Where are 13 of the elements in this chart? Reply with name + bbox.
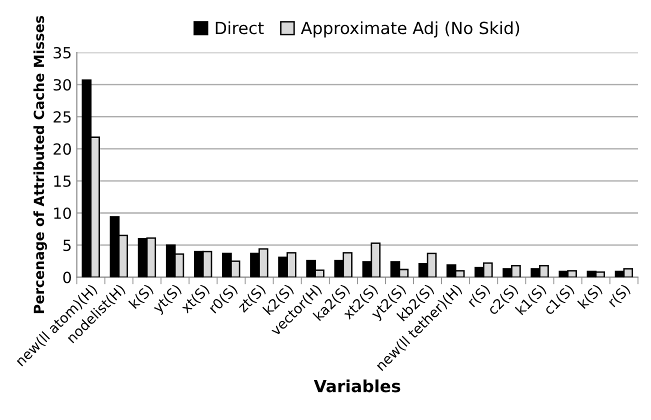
y-axis-title: Percenage of Attributed Cache Misses (33, 16, 47, 314)
y-tick-label: 15 (54, 176, 71, 187)
x-tick-label: r(S) (606, 284, 632, 309)
legend-label: Approximate Adj (No Skid) (300, 21, 520, 38)
y-tick-label: 10 (54, 207, 71, 220)
y-tick-label: 0 (63, 272, 71, 284)
x-axis-title: Variables (314, 379, 400, 392)
y-tick-label: 30 (54, 79, 71, 91)
y-tick-label: 35 (54, 46, 71, 59)
legend-label: Direct (216, 21, 264, 34)
y-tick-label: 20 (54, 143, 71, 155)
y-tick-label: 25 (54, 111, 71, 123)
y-tick-label: 5 (63, 240, 71, 252)
